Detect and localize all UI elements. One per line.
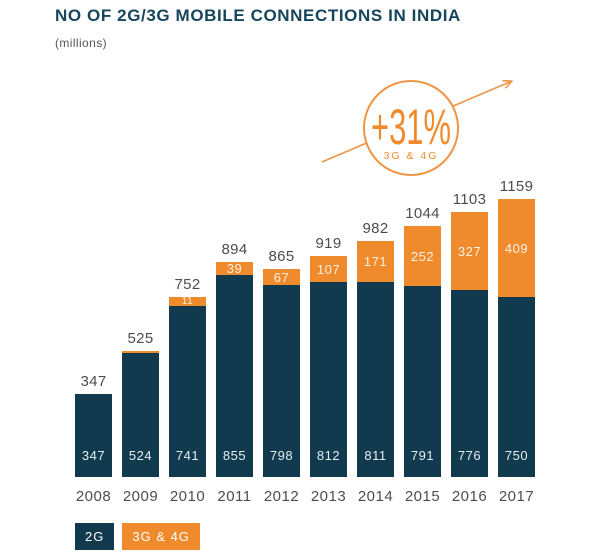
header: NO OF 2G/3G MOBILE CONNECTIONS IN INDIA … [55, 6, 461, 50]
bar-segment-2g: 741 [169, 306, 206, 477]
units-label: (millions) [55, 36, 107, 50]
total-label: 347 [80, 373, 107, 390]
bar-segment-2g: 798 [263, 285, 300, 477]
stacked-bar: 107 812 [310, 256, 347, 477]
x-axis-label: 2016 [451, 488, 488, 505]
value-label-3g4g: 107 [316, 261, 341, 277]
bar-column: 982 171 811 2014 [357, 220, 394, 505]
badge-sublabel: 3G & 4G [384, 150, 439, 162]
bar-segment-3g4g: 327 [451, 212, 488, 290]
bar-segment-2g: 347 [75, 394, 112, 477]
bar-column: 1159 409 750 2017 [498, 178, 535, 505]
value-label-3g4g: 252 [410, 248, 435, 264]
x-axis-label: 2009 [122, 488, 159, 505]
bar-segment-3g4g: 409 [498, 199, 535, 297]
bar-segment-3g4g: 67 [263, 269, 300, 285]
total-label: 865 [268, 248, 295, 265]
value-label-2g: 855 [222, 448, 247, 463]
value-label-3g4g: 11 [181, 296, 194, 307]
bar-segment-2g: 776 [451, 290, 488, 477]
value-label-3g4g: 327 [457, 243, 482, 259]
bar-column: 752 11 741 2010 [169, 276, 206, 505]
bar-segment-2g: 750 [498, 297, 535, 477]
legend: 2G 3G & 4G [75, 523, 200, 550]
x-axis-label: 2008 [75, 488, 112, 505]
total-label: 752 [174, 276, 201, 293]
bar-column: 865 67 798 2012 [263, 248, 300, 505]
bar-segment-2g: 524 [122, 353, 159, 477]
value-label-3g4g: 409 [504, 240, 529, 256]
stacked-bar: 252 791 [404, 226, 441, 477]
growth-badge: +31% 3G & 4G [321, 79, 513, 176]
bar-segment-3g4g: 39 [216, 261, 253, 276]
stacked-bar: 171 811 [357, 241, 394, 477]
value-label-2g: 791 [410, 448, 435, 463]
value-label-2g: 798 [269, 448, 294, 463]
total-label: 894 [221, 241, 248, 258]
bar-segment-2g: 811 [357, 282, 394, 477]
stacked-bar: 39 855 [216, 261, 253, 477]
legend-item-3g4g: 3G & 4G [122, 523, 200, 550]
value-label-2g: 347 [81, 448, 106, 463]
legend-label-3g4g: 3G & 4G [132, 529, 190, 544]
bar-column: 894 39 855 2011 [216, 241, 253, 505]
bar-segment-3g4g [122, 351, 159, 353]
stacked-bar: 409 750 [498, 199, 535, 477]
bar-chart: 347 347 2008 525 524 2009 752 11 741 2010 894 39 855… [75, 178, 535, 505]
stacked-bar: 67 798 [263, 269, 300, 477]
legend-item-2g: 2G [75, 523, 115, 550]
value-label-2g: 776 [457, 448, 482, 463]
value-label-3g4g: 171 [363, 254, 388, 269]
stacked-bar: 347 [75, 394, 112, 477]
x-axis-label: 2015 [404, 488, 441, 505]
bar-segment-3g4g: 107 [310, 256, 347, 282]
total-label: 1159 [499, 178, 534, 195]
value-label-2g: 741 [175, 448, 200, 463]
x-axis-label: 2013 [310, 488, 347, 505]
bar-column: 919 107 812 2013 [310, 235, 347, 505]
stacked-bar: 11 741 [169, 296, 206, 477]
x-axis-label: 2012 [263, 488, 300, 505]
total-label: 919 [315, 235, 342, 252]
bar-segment-2g: 812 [310, 282, 347, 477]
total-label: 1103 [452, 191, 487, 208]
x-axis-label: 2014 [357, 488, 394, 505]
value-label-2g: 812 [316, 448, 341, 463]
value-label-2g: 811 [364, 448, 387, 463]
bar-column: 347 347 2008 [75, 373, 112, 505]
value-label-2g: 524 [128, 448, 153, 463]
badge-circle [363, 80, 459, 176]
bar-segment-3g4g: 171 [357, 241, 394, 282]
value-label-3g4g: 39 [226, 261, 243, 276]
value-label-2g: 750 [504, 448, 529, 463]
stacked-bar: 524 [122, 351, 159, 477]
legend-label-2g: 2G [85, 529, 105, 544]
bar-segment-3g4g: 252 [404, 226, 441, 286]
total-label: 1044 [405, 205, 440, 222]
total-label: 525 [127, 330, 154, 347]
page-title: NO OF 2G/3G MOBILE CONNECTIONS IN INDIA [55, 6, 461, 25]
total-label: 982 [362, 220, 389, 237]
value-label-3g4g: 67 [273, 269, 290, 285]
stacked-bar: 327 776 [451, 212, 488, 477]
badge-percent: +31% [371, 99, 451, 155]
x-axis-label: 2011 [217, 488, 252, 505]
bar-segment-3g4g: 11 [169, 296, 206, 307]
x-axis-label: 2017 [498, 488, 535, 505]
bar-segment-2g: 855 [216, 275, 253, 477]
bar-segment-2g: 791 [404, 286, 441, 477]
bar-column: 1044 252 791 2015 [404, 205, 441, 505]
bar-column: 1103 327 776 2016 [451, 191, 488, 505]
x-axis-label: 2010 [169, 488, 206, 505]
bar-column: 525 524 2009 [122, 330, 159, 505]
